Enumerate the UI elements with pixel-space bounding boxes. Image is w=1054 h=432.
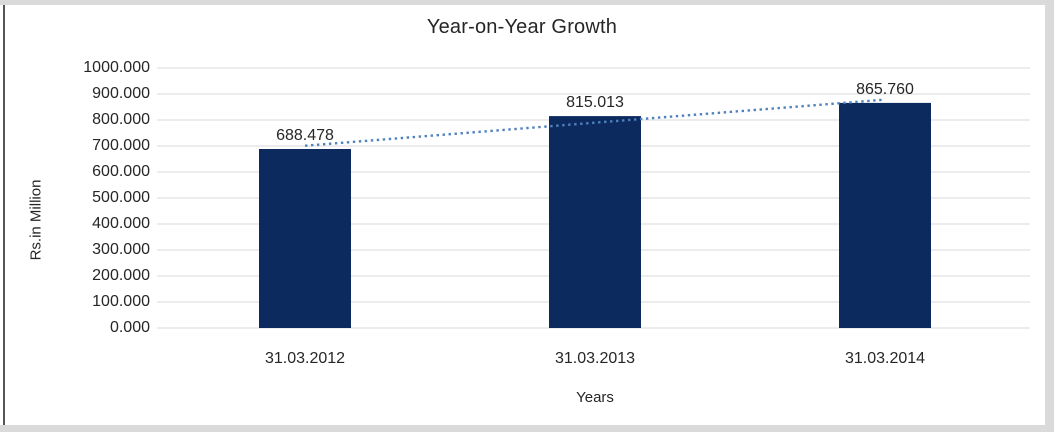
y-tick-label: 700.000	[92, 137, 150, 154]
bar-31.03.2014	[839, 102, 931, 328]
x-tick-label: 31.03.2014	[844, 350, 926, 367]
bar-31.03.2012	[259, 148, 351, 328]
y-tick-label: 100.000	[92, 293, 150, 310]
data-label: 865.760	[856, 80, 914, 98]
x-axis-title: Years	[576, 389, 614, 406]
y-tick-label: 1000.000	[83, 59, 150, 76]
y-tick-label: 800.000	[92, 111, 150, 128]
y-tick-label: 600.000	[92, 163, 150, 180]
frame-left-border	[3, 5, 5, 425]
chart-title: Year-on-Year Growth	[426, 16, 618, 38]
y-tick-label: 200.000	[92, 267, 150, 284]
y-tick-label: 400.000	[92, 215, 150, 232]
x-tick-label: 31.03.2013	[554, 350, 636, 367]
y-tick-label: 0.000	[109, 319, 150, 336]
frame-bottom-border	[0, 425, 1054, 432]
data-label: 688.478	[276, 126, 334, 144]
bar-31.03.2013	[549, 116, 641, 328]
y-tick-label: 900.000	[92, 85, 150, 102]
y-tick-label: 500.000	[92, 189, 150, 206]
y-tick-label: 300.000	[92, 241, 150, 258]
trendline	[304, 98, 886, 147]
data-label: 815.013	[566, 94, 624, 112]
frame-right-border	[1045, 0, 1054, 432]
x-tick-label: 31.03.2012	[264, 350, 346, 367]
frame-top-border	[0, 0, 1054, 5]
